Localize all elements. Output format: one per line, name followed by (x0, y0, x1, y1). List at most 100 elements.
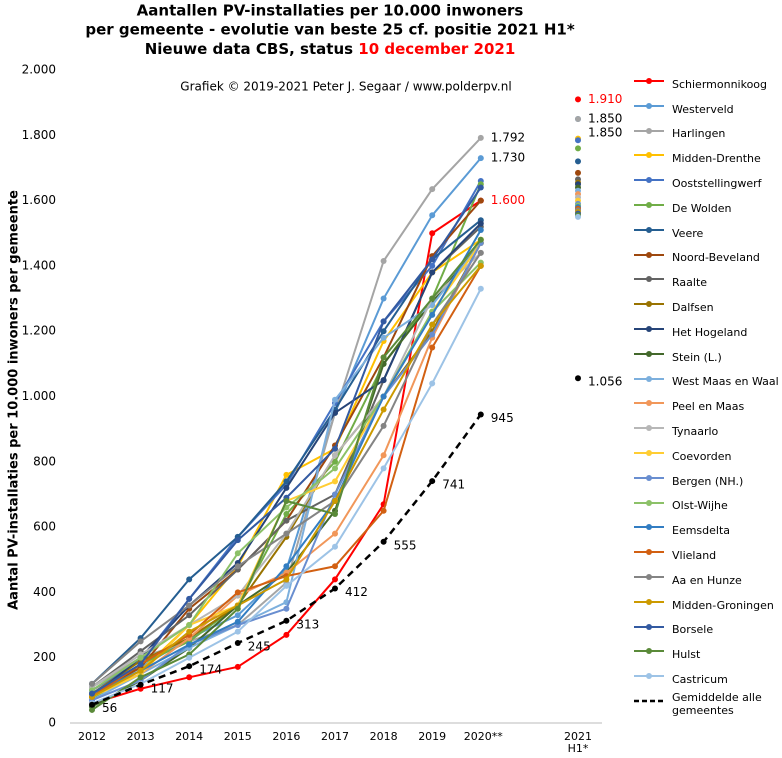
data-point (575, 137, 581, 144)
legend-item: Het Hogeland (632, 320, 782, 345)
legend-dot (646, 524, 652, 531)
data-point (380, 377, 387, 384)
series-line (92, 204, 578, 700)
legend-label: Stein (L.) (672, 350, 722, 364)
legend-dot (646, 325, 652, 332)
legend-label: Dalfsen (672, 301, 714, 315)
data-point (429, 331, 436, 338)
legend-dot (646, 499, 652, 506)
data-point (332, 478, 338, 485)
data-point (283, 517, 290, 524)
data-point (429, 256, 436, 263)
data-label: 412 (345, 585, 368, 599)
legend-label: Westerveld (672, 102, 734, 116)
legend-swatch (634, 425, 664, 432)
data-point (186, 654, 193, 661)
data-point (477, 285, 484, 292)
legend-label: Coevorden (672, 449, 732, 463)
data-point (137, 681, 144, 688)
data-point (380, 538, 387, 545)
legend-swatch (634, 325, 664, 332)
data-point (477, 220, 484, 227)
data-point (332, 465, 338, 472)
data-point (332, 497, 338, 504)
y-tick-label: 600 (33, 520, 56, 534)
data-point (186, 576, 193, 583)
data-point (380, 507, 387, 514)
data-point (186, 641, 193, 648)
data-label: 1.850 (588, 111, 622, 125)
data-label: 1.056 (588, 375, 622, 389)
data-point (283, 605, 290, 612)
legend-dot (646, 276, 652, 283)
legend-item: Westerveld (632, 97, 782, 122)
data-point (380, 258, 387, 265)
data-point (380, 318, 387, 325)
legend-label: Bergen (NH.) (672, 474, 744, 488)
data-point (283, 478, 290, 485)
data-point (575, 145, 581, 152)
legend-swatch (634, 499, 664, 506)
legend-dot (646, 425, 652, 432)
data-point (429, 212, 436, 219)
legend-dot (646, 251, 652, 258)
legend-dot (646, 350, 652, 357)
x-tick-label: 2013 (126, 730, 155, 743)
data-point (283, 617, 290, 624)
legend-label: Ooststellingwerf (672, 177, 762, 191)
legend-item: Dalfsen (632, 295, 782, 320)
data-point (477, 134, 484, 141)
legend-swatch (634, 102, 664, 109)
legend-swatch (634, 648, 664, 655)
legend-swatch (634, 474, 664, 481)
x-tick-label: 2015 (223, 730, 252, 743)
data-point (380, 452, 387, 459)
series-line (92, 188, 578, 694)
data-point (283, 582, 290, 589)
data-point (477, 184, 484, 191)
series-line (92, 179, 578, 687)
data-point (380, 360, 387, 367)
data-point (283, 484, 290, 491)
legend-label: Noord-Beveland (672, 251, 760, 265)
data-point (186, 602, 193, 609)
legend-item: West Maas en Waal (632, 370, 782, 395)
data-point (332, 511, 338, 518)
data-point (332, 452, 338, 459)
data-point (575, 375, 581, 382)
data-point (186, 595, 193, 602)
x-tick-label: 2017 (321, 730, 349, 743)
data-point (477, 262, 484, 269)
legend-item: Bergen (NH.) (632, 469, 782, 494)
y-tick-label: 1.400 (22, 258, 56, 272)
data-point (380, 406, 387, 413)
data-point (429, 478, 436, 485)
series-line (92, 183, 578, 694)
data-label: 117 (151, 681, 174, 695)
data-point (283, 631, 290, 638)
legend-label: Midden-Groningen (672, 598, 774, 612)
legend-label: Harlingen (672, 127, 726, 141)
legend-item: Midden-Groningen (632, 593, 782, 618)
data-point (429, 295, 436, 302)
legend-swatch (634, 350, 664, 357)
data-point (234, 640, 241, 647)
data-label: 245 (248, 640, 271, 654)
legend-swatch (634, 226, 664, 233)
legend-label: Hulst (672, 648, 701, 662)
data-point (137, 638, 144, 645)
data-point (380, 328, 387, 335)
data-point (186, 628, 193, 635)
data-point (429, 344, 436, 351)
legend-item: Hulst (632, 642, 782, 667)
legend-item: Noord-Beveland (632, 246, 782, 271)
legend-label: De Wolden (672, 201, 732, 215)
legend-item: Castricum (632, 667, 782, 692)
data-point (575, 96, 581, 103)
legend-swatch (634, 251, 664, 258)
legend-item: Borsele (632, 618, 782, 643)
legend-item: Stein (L.) (632, 345, 782, 370)
data-point (380, 465, 387, 472)
legend-dot (646, 623, 652, 630)
